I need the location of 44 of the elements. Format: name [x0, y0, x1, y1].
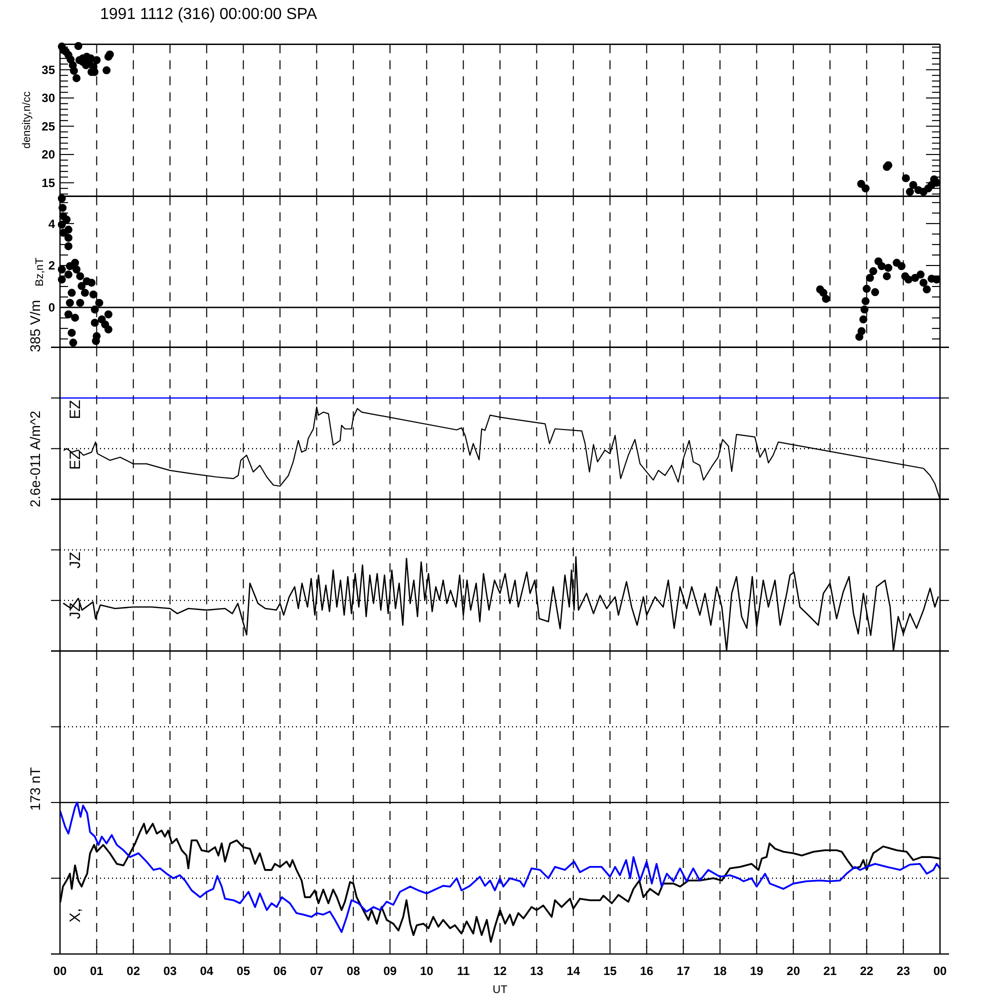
- ref-line-label: X,: [67, 908, 84, 922]
- x-tick-label: 23: [896, 964, 910, 978]
- y-axis-title: 173 nT: [27, 766, 43, 811]
- x-tick-label: 01: [90, 964, 104, 978]
- y-tick-label: 15: [42, 176, 56, 190]
- x-tick-label: 22: [860, 964, 874, 978]
- x-tick-label: 11: [456, 964, 470, 978]
- x-tick-label: 17: [676, 964, 690, 978]
- ref-line-label: EZ: [67, 450, 84, 470]
- x-tick-label: 05: [236, 964, 250, 978]
- x-tick-label: 20: [786, 964, 800, 978]
- x-tick-label: 03: [163, 964, 177, 978]
- y-axis-title: 2.6e-011 A/m^2: [27, 410, 43, 508]
- y-tick-label: 20: [42, 148, 56, 162]
- x-tick-label: 18: [713, 964, 727, 978]
- ref-line-label: EZ: [67, 400, 84, 420]
- y-tick-label: 2: [48, 258, 56, 273]
- ref-line-label: JZ: [67, 552, 84, 569]
- x-tick-label: 02: [126, 964, 140, 978]
- y-axis-title: 385 V/m: [27, 300, 43, 352]
- x-tick-label: 15: [603, 964, 617, 978]
- chart-title: 1991 1112 (316) 00:00:00 SPA: [100, 6, 318, 23]
- x-tick-label: 14: [566, 964, 580, 978]
- x-tick-label: 00: [933, 964, 947, 978]
- x-tick-label: 00: [53, 964, 67, 978]
- x-tick-label: 04: [200, 964, 214, 978]
- y-tick-label: 35: [42, 62, 56, 77]
- x-tick-label: 06: [273, 964, 287, 978]
- x-tick-label: 19: [750, 964, 764, 978]
- x-tick-label: 13: [530, 964, 544, 978]
- x-tick-label: 10: [420, 964, 434, 978]
- x-tick-label: 12: [493, 964, 507, 978]
- y-axis-title: density,n/cc: [21, 90, 33, 149]
- x-tick-label: 16: [640, 964, 654, 978]
- x-tick-label: 09: [383, 964, 397, 978]
- y-tick-label: 25: [42, 119, 56, 134]
- y-axis-title: Bz,nT: [34, 257, 46, 286]
- y-tick-label: 4: [48, 216, 56, 231]
- x-axis-title: UT: [492, 984, 508, 996]
- y-tick-label: 30: [42, 91, 56, 106]
- x-tick-label: 08: [346, 964, 360, 978]
- x-tick-label: 07: [310, 964, 324, 978]
- x-tick-label: 21: [823, 964, 837, 978]
- y-tick-label: 0: [48, 300, 56, 315]
